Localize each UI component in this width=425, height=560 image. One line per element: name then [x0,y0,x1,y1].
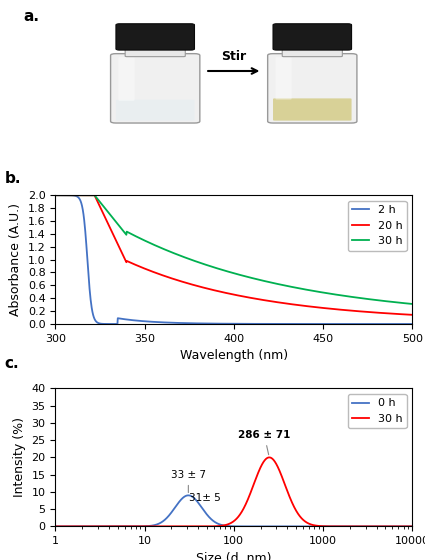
Legend: 2 h, 20 h, 30 h: 2 h, 20 h, 30 h [348,200,407,251]
Text: 31± 5: 31± 5 [190,493,221,502]
Text: b.: b. [4,171,21,186]
20 h [337,306,343,313]
Y-axis label: Absorbance (A.U.): Absorbance (A.U.) [9,203,22,316]
30 h [410,301,415,307]
20 h [53,192,58,199]
20 h [197,283,202,290]
30 h [94,523,99,530]
20 h [410,311,415,318]
2 h [210,320,215,327]
20 h [210,287,215,293]
30 h [410,523,415,530]
2 h [89,305,94,311]
FancyBboxPatch shape [119,57,134,101]
0 h [190,493,195,500]
X-axis label: Size (d. nm): Size (d. nm) [196,552,272,560]
2 h [338,321,343,328]
30 h [197,259,202,266]
0 h [94,523,99,530]
FancyBboxPatch shape [125,47,185,57]
2 h [53,192,58,199]
0 h [53,523,58,530]
30 h [115,523,120,530]
2 h [298,321,303,328]
Text: Stir: Stir [221,50,246,63]
2 h [115,321,120,328]
0 h [205,512,210,519]
X-axis label: Wavelength (nm): Wavelength (nm) [180,349,288,362]
Y-axis label: Intensity (%): Intensity (%) [13,417,26,497]
2 h [332,321,337,328]
Line: 2 h: 2 h [55,195,412,324]
30 h [210,264,215,270]
Legend: 0 h, 30 h: 0 h, 30 h [348,394,407,428]
30 h [190,523,195,530]
FancyBboxPatch shape [273,24,351,50]
30 h [267,454,272,461]
20 h [89,192,94,199]
FancyBboxPatch shape [116,24,195,50]
Text: a.: a. [23,9,39,24]
30 h [364,523,369,530]
30 h [53,523,58,530]
Line: 30 h: 30 h [55,195,412,304]
FancyBboxPatch shape [275,57,292,100]
FancyBboxPatch shape [282,47,343,57]
30 h [331,291,336,297]
FancyBboxPatch shape [110,54,200,123]
30 h [205,523,210,530]
0 h [186,492,191,499]
30 h [403,523,408,530]
Text: 33 ± 7: 33 ± 7 [171,470,206,493]
0 h [410,523,415,530]
Line: 0 h: 0 h [55,496,412,526]
30 h [337,292,343,298]
0 h [364,523,369,530]
Line: 20 h: 20 h [55,195,412,315]
0 h [115,523,120,530]
20 h [331,306,336,312]
2 h [198,320,203,327]
Text: 286 ± 71: 286 ± 71 [238,430,291,455]
Line: 30 h: 30 h [55,458,412,526]
FancyBboxPatch shape [268,54,357,123]
Text: c.: c. [4,356,19,371]
20 h [298,302,303,309]
30 h [89,192,94,199]
2 h [410,321,415,328]
FancyBboxPatch shape [116,100,195,120]
30 h [298,285,303,292]
30 h [53,192,58,199]
FancyBboxPatch shape [273,99,351,120]
0 h [403,523,408,530]
